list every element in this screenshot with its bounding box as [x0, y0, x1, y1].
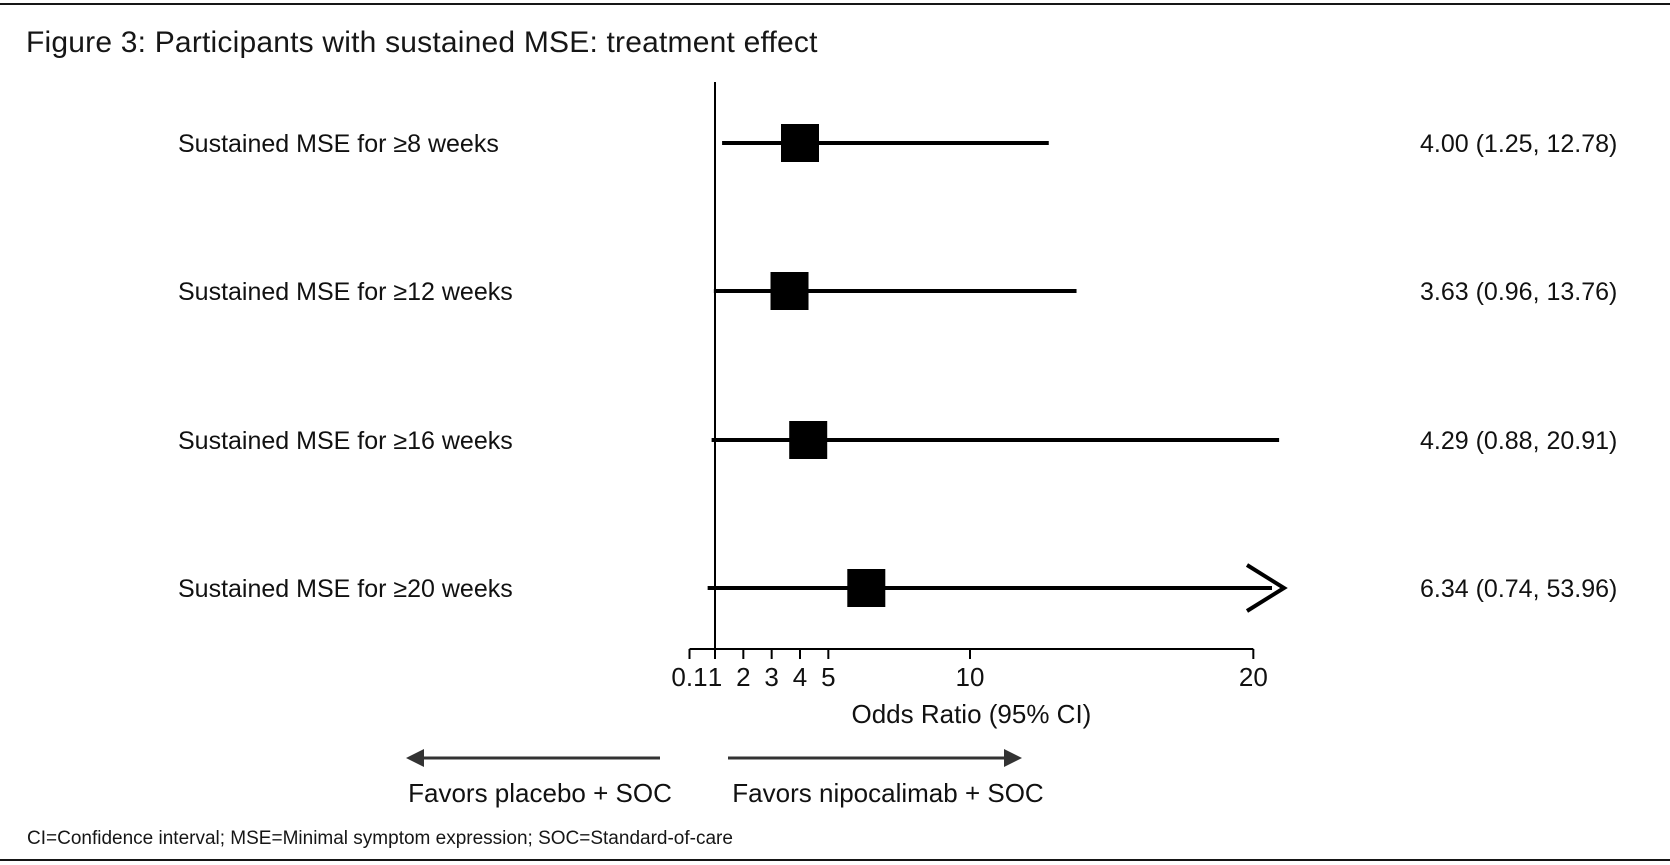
forest-row-4: Sustained MSE for ≥20 weeks 6.34 (0.74, 5… [178, 563, 1617, 613]
x-axis-title: Odds Ratio (95% CI) [851, 699, 1091, 729]
point-estimate-square [789, 421, 828, 459]
favors-right-arrowhead [1004, 749, 1022, 767]
favors-nipocalimab-label: Favors nipocalimab + SOC [732, 778, 1043, 808]
figure-title: Figure 3: Participants with sustained MS… [26, 26, 818, 59]
forest-row-2: Sustained MSE for ≥12 weeks 3.63 (0.96, 1… [178, 272, 1617, 310]
x-axis-tick-label: 5 [821, 662, 835, 692]
x-axis-tick-label: 1 [708, 662, 722, 692]
row-label: Sustained MSE for ≥16 weeks [178, 427, 513, 455]
off-scale-arrowhead [1245, 563, 1288, 613]
point-estimate-square [780, 124, 819, 162]
row-label: Sustained MSE for ≥20 weeks [178, 575, 513, 603]
x-axis-tick-label: 3 [764, 662, 778, 692]
row-value-text: 3.63 (0.96, 13.76) [1420, 278, 1617, 306]
figure-top-border [0, 3, 1670, 5]
x-axis-tick-label: 2 [736, 662, 750, 692]
row-value-text: 4.00 (1.25, 12.78) [1420, 130, 1617, 158]
row-value-text: 6.34 (0.74, 53.96) [1420, 575, 1617, 603]
x-axis-tick-label: 20 [1239, 662, 1268, 692]
favors-placebo-label: Favors placebo + SOC [408, 778, 672, 808]
point-estimate-square [770, 272, 809, 310]
point-estimate-square [847, 569, 886, 607]
forest-row-1: Sustained MSE for ≥8 weeks 4.00 (1.25, 12… [178, 124, 1617, 162]
forest-row-3: Sustained MSE for ≥16 weeks 4.29 (0.88, 2… [178, 421, 1617, 459]
footnote-abbreviations: CI=Confidence interval; MSE=Minimal symp… [27, 828, 733, 849]
x-axis-tick-label: 10 [956, 662, 985, 692]
figure-bottom-border [0, 859, 1670, 861]
row-label: Sustained MSE for ≥12 weeks [178, 278, 513, 306]
x-axis-tick-label: 0.1 [671, 662, 707, 692]
x-axis-tick-label: 4 [793, 662, 807, 692]
row-value-text: 4.29 (0.88, 20.91) [1420, 427, 1617, 455]
favors-left-arrowhead [406, 749, 424, 767]
row-label: Sustained MSE for ≥8 weeks [178, 130, 499, 158]
